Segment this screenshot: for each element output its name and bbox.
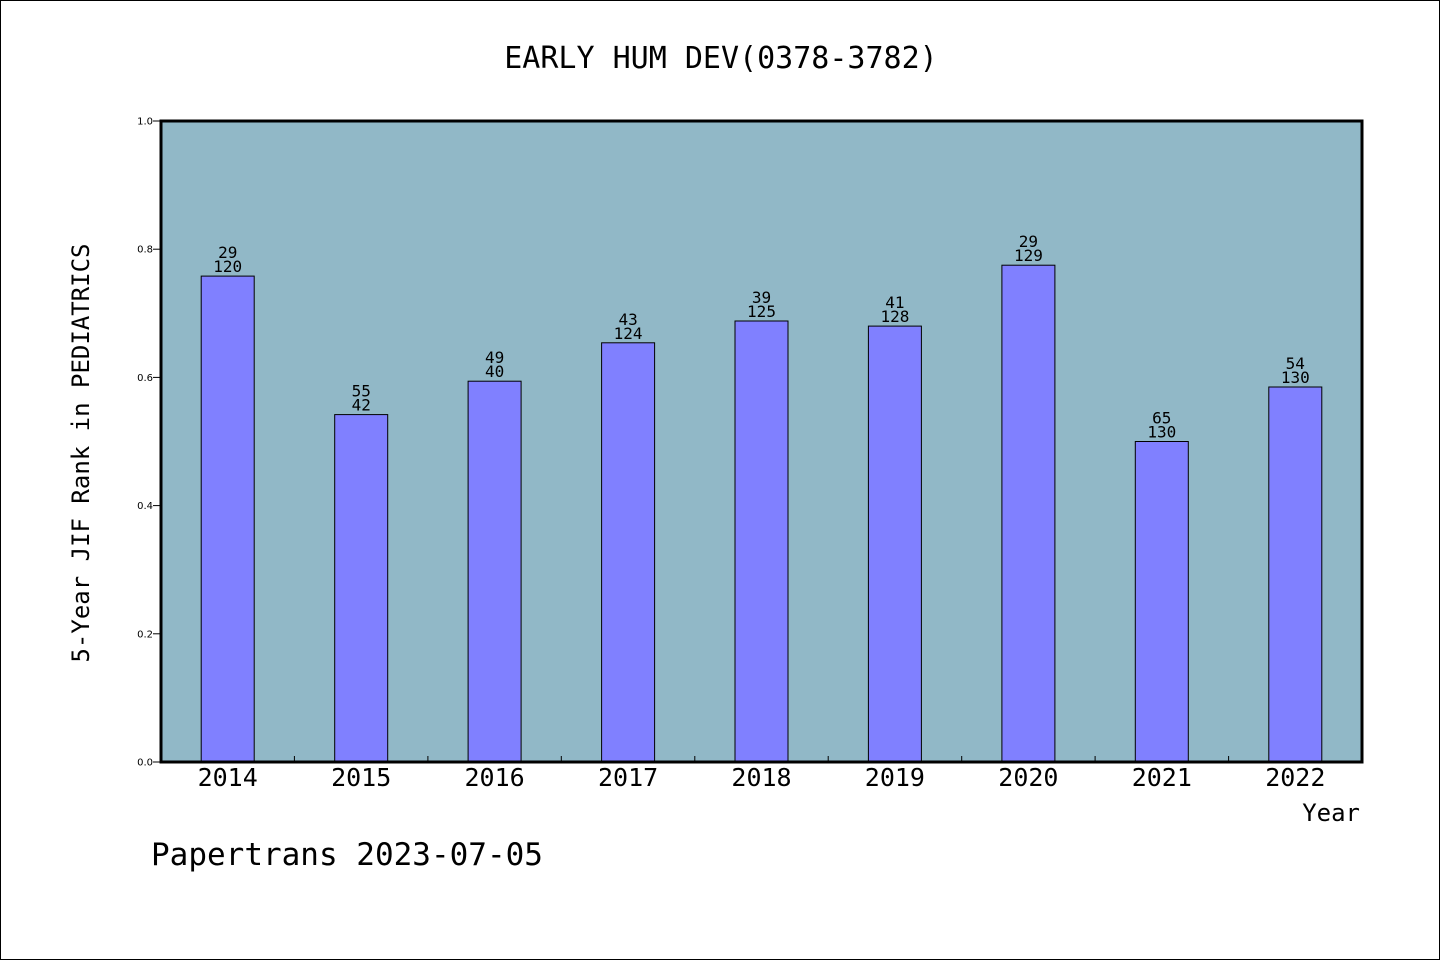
bar-total-label-2019: 128 — [880, 307, 909, 326]
x-axis: 2014 2015 2016 2017 2018 2019 2020 2021 2022 — [198, 756, 1325, 792]
bar-rank-label-2019: 41 — [885, 293, 904, 312]
bar-total-label-2017: 124 — [614, 324, 643, 343]
y-tick-label: 0.6 — [137, 373, 153, 384]
bar-rank-label-2018: 39 — [752, 288, 771, 307]
bar-total-label-2016: 40 — [485, 362, 504, 381]
bar-rank-label-2020: 29 — [1019, 232, 1038, 251]
bars-layer — [200, 264, 1323, 763]
x-tick-label-2021: 2021 — [1132, 763, 1192, 792]
bar-2021 — [1134, 441, 1189, 763]
x-axis-title: Year — [1302, 799, 1360, 827]
x-tick-label-2014: 2014 — [198, 763, 258, 792]
bar-total-label-2022: 130 — [1281, 368, 1310, 387]
bar-rank-label-2021: 65 — [1152, 409, 1171, 428]
y-axis: 0.0 0.2 0.4 0.6 0.8 1.0 — [137, 117, 161, 769]
bar-2020 — [1001, 264, 1056, 763]
bar-2019 — [867, 325, 922, 763]
x-tick-label-2016: 2016 — [464, 763, 524, 792]
watermark-text: Papertrans 2023-07-05 — [151, 837, 543, 873]
bar-total-label-2021: 130 — [1147, 423, 1176, 442]
bar-rank-label-2022: 54 — [1286, 354, 1305, 373]
bar-rank-label-2017: 43 — [618, 310, 637, 329]
x-tick-label-2020: 2020 — [998, 763, 1058, 792]
y-tick-label: 0.4 — [137, 501, 153, 512]
y-tick-label: 0.8 — [137, 245, 153, 256]
bar-total-label-2015: 42 — [352, 396, 371, 415]
bar-total-label-2014: 120 — [213, 257, 242, 276]
y-tick-label: 0.2 — [137, 629, 153, 640]
y-axis-title: 5-Year JIF Rank in PEDIATRICS — [67, 243, 95, 662]
bar-rank-label-2015: 55 — [352, 382, 371, 401]
x-tick-label-2018: 2018 — [731, 763, 791, 792]
bar-2017 — [601, 342, 656, 763]
y-tick-label: 1.0 — [137, 117, 153, 128]
y-tick-label: 0.0 — [137, 758, 153, 769]
bar-2022 — [1268, 386, 1323, 763]
x-tick-label-2017: 2017 — [598, 763, 658, 792]
chart-title: EARLY HUM DEV(0378-3782) — [504, 41, 937, 76]
x-tick-label-2022: 2022 — [1265, 763, 1325, 792]
bar-2014 — [200, 275, 255, 763]
x-tick-label-2019: 2019 — [865, 763, 925, 792]
bar-2018 — [734, 320, 789, 763]
bar-rank-label-2016: 49 — [485, 348, 504, 367]
bar-2016 — [467, 380, 522, 763]
plot-frame — [159, 119, 1364, 764]
x-tick-label-2015: 2015 — [331, 763, 391, 792]
bar-2015 — [334, 414, 389, 763]
bar-total-label-2018: 125 — [747, 302, 776, 321]
bar-rank-label-2014: 29 — [218, 243, 237, 262]
bar-total-label-2020: 129 — [1014, 246, 1043, 265]
